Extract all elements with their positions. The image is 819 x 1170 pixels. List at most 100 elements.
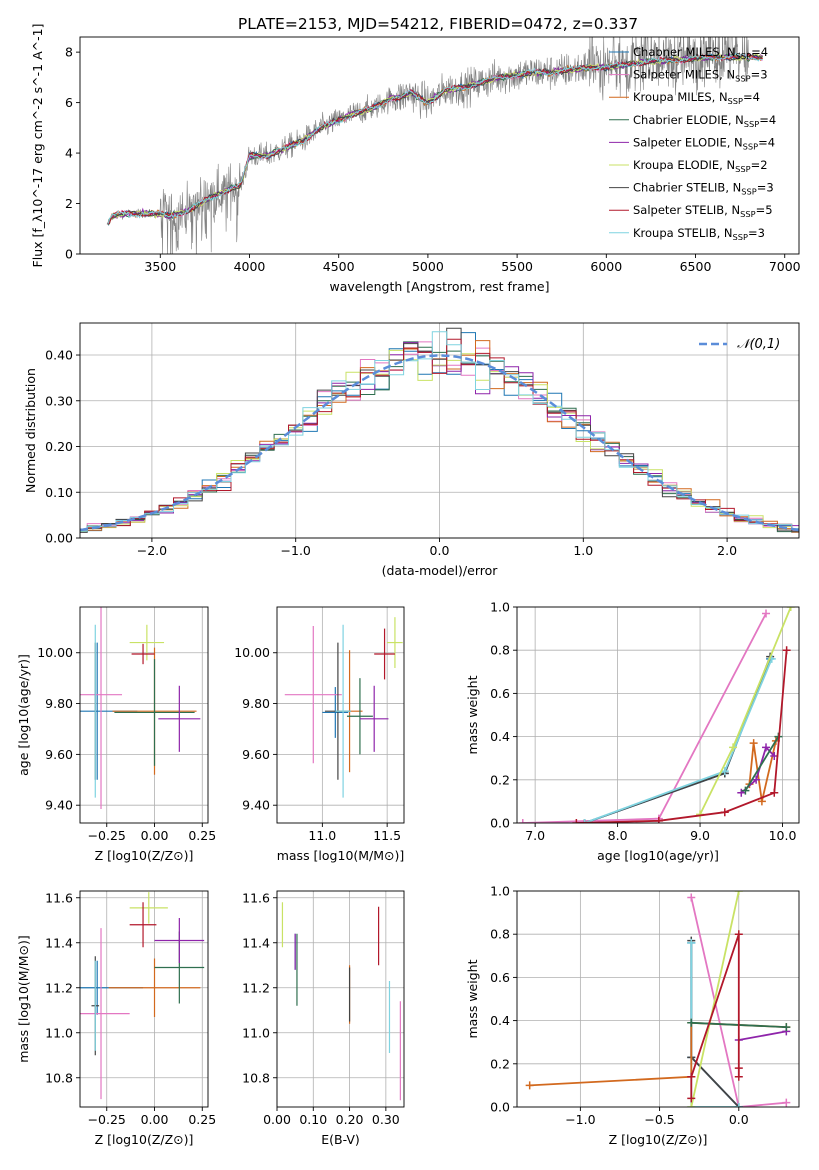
- x-axis-label: E(B-V): [321, 1132, 360, 1147]
- axes: 0.00 0.10 0.20 0.30 10.8 11.0 11.2 11.4 11.6 E(B-…: [242, 890, 405, 1147]
- axes: −0.25 0.00 0.25 9.40 9.60 9.80 10.00 Z [log10(Z…: [16, 606, 216, 863]
- error-bar-point: [129, 624, 165, 661]
- plus-marker: [757, 797, 766, 806]
- plus-marker: [770, 788, 779, 797]
- plus-marker: [752, 775, 761, 784]
- x-axis-label: Z [log10(Z/Z⊙)]: [95, 848, 194, 863]
- plus-marker: [782, 1098, 791, 1107]
- y-tick-label: 0.2: [490, 772, 510, 787]
- y-tick-label: 0.4: [490, 1013, 510, 1028]
- error-bar-point: [335, 624, 351, 798]
- plus-marker: [734, 930, 743, 939]
- y-tick-label: 0.8: [490, 927, 510, 942]
- y-tick-label: 11.2: [45, 980, 73, 995]
- legend: 𝒩(0,1): [699, 337, 780, 352]
- x-tick-label: 10.0: [769, 828, 797, 843]
- y-tick-label: 0.0: [490, 816, 510, 831]
- x-tick-label: 6500: [680, 259, 712, 274]
- y-axis-label: mass [log10(M/M⊙)]: [16, 935, 31, 1063]
- y-tick-label: 1.0: [490, 884, 510, 899]
- mass-weight-series: [741, 732, 783, 795]
- plot-area: [281, 902, 401, 1101]
- y-tick-label: 10.00: [234, 645, 270, 660]
- x-tick-label: 0.25: [188, 828, 216, 843]
- y-tick-label: 0.6: [490, 686, 510, 701]
- x-tick-label: 2.0: [717, 543, 737, 558]
- plot-area: [284, 617, 403, 798]
- axes-frame: [276, 890, 405, 1108]
- x-tick-label: −0.25: [88, 828, 126, 843]
- x-axis-label: mass [log10(M/M⊙)]: [277, 848, 405, 863]
- mass-weight-line: [522, 613, 767, 823]
- y-tick-label: 0.4: [490, 729, 510, 744]
- x-tick-label: 5500: [501, 259, 533, 274]
- error-bar-point: [154, 918, 205, 963]
- x-tick-label: 1.0: [573, 543, 593, 558]
- y-tick-label: 11.6: [242, 890, 270, 905]
- mass-vs-metallicity-panel: −0.25 0.00 0.25 10.8 11.0 11.2 11.4 11.6 Z [log1…: [16, 890, 216, 1147]
- y-tick-label: 11.4: [45, 935, 73, 950]
- error-bar-point: [108, 958, 201, 1017]
- x-tick-label: 6000: [590, 259, 622, 274]
- legend-label: Kroupa ELODIE, NSSP=2: [633, 158, 768, 174]
- mass-weight-line: [529, 1021, 787, 1087]
- x-axis-label: wavelength [Angstrom, rest frame]: [329, 279, 549, 294]
- x-tick-label: 0.00: [141, 1112, 169, 1127]
- axes-frame: [79, 606, 209, 824]
- legend-label: Chabrier STELIB, NSSP=3: [633, 181, 774, 197]
- x-tick-label: 7.0: [525, 828, 545, 843]
- axes-frame: [79, 890, 209, 1108]
- x-tick-label: 7000: [769, 259, 801, 274]
- y-tick-label: 0.30: [45, 393, 73, 408]
- plus-marker: [687, 1018, 696, 1027]
- mass-weight-line: [584, 658, 771, 823]
- spectrum-panel: 3500 4000 4500 5000 5500 6000 6500 7000 0 2 4 6 8 wav…: [30, 24, 801, 294]
- y-tick-label: 0.6: [490, 970, 510, 985]
- error-bar-point: [80, 928, 130, 1100]
- mass-weight-series: [687, 891, 743, 1107]
- y-tick-label: 0.20: [45, 439, 73, 454]
- mass-weight-series: [580, 654, 776, 823]
- y-tick-label: 4: [65, 146, 73, 161]
- mass-weight-line: [738, 1030, 787, 1041]
- y-tick-label: 9.60: [45, 747, 73, 762]
- legend-label: 𝒩(0,1): [737, 337, 780, 352]
- error-bar-point: [129, 892, 168, 924]
- grid: [80, 891, 208, 1107]
- x-tick-label: −1.0: [565, 1112, 595, 1127]
- y-axis-label: Flux [f_λ10^-17 erg cm^-2 s^-1 A^-1]: [30, 24, 45, 268]
- mass-weight-series: [687, 930, 743, 1103]
- axes: −1.0 −0.5 0.0 0.0 0.2 0.4 0.6 0.8 1.0 Z [log10(Z/…: [465, 884, 800, 1147]
- mass-weight-series: [580, 652, 775, 823]
- y-tick-label: 0.10: [45, 485, 73, 500]
- y-tick-label: 9.40: [45, 798, 73, 813]
- x-tick-label: 4000: [234, 259, 266, 274]
- y-tick-label: 6: [65, 95, 73, 110]
- y-tick-label: 8: [65, 45, 73, 60]
- mass-weight-line: [690, 942, 739, 1107]
- y-tick-label: 11.2: [242, 980, 270, 995]
- plus-marker: [572, 819, 581, 823]
- model-spectrum-line: [108, 53, 763, 225]
- legend-label: Salpeter MILES, NSSP=3: [633, 68, 768, 84]
- error-bar-point: [129, 902, 157, 948]
- plus-marker: [687, 893, 696, 902]
- axes-frame: [79, 36, 800, 255]
- legend-label: Chabner MILES, NSSP=4: [633, 45, 768, 61]
- axes-frame: [516, 890, 800, 1108]
- y-tick-label: 0.40: [45, 348, 73, 363]
- legend-label: Chabrier ELODIE, NSSP=4: [633, 113, 776, 129]
- y-tick-label: 10.8: [45, 1070, 73, 1085]
- axes: 11.0 11.5 9.40 9.60 9.80 10.00 mass [log10(M/M…: [234, 606, 405, 863]
- x-tick-label: 0.00: [263, 1112, 291, 1127]
- plus-marker: [734, 1064, 743, 1073]
- mass-weight-line: [584, 656, 771, 823]
- mass-weight-series: [696, 607, 795, 819]
- plus-marker: [687, 1094, 696, 1103]
- plus-marker: [737, 788, 746, 797]
- plot-area: [106, 37, 763, 254]
- plus-marker: [734, 1072, 743, 1081]
- axes: −0.25 0.00 0.25 10.8 11.0 11.2 11.4 11.6 Z [log1…: [16, 890, 216, 1147]
- plus-marker: [762, 609, 771, 618]
